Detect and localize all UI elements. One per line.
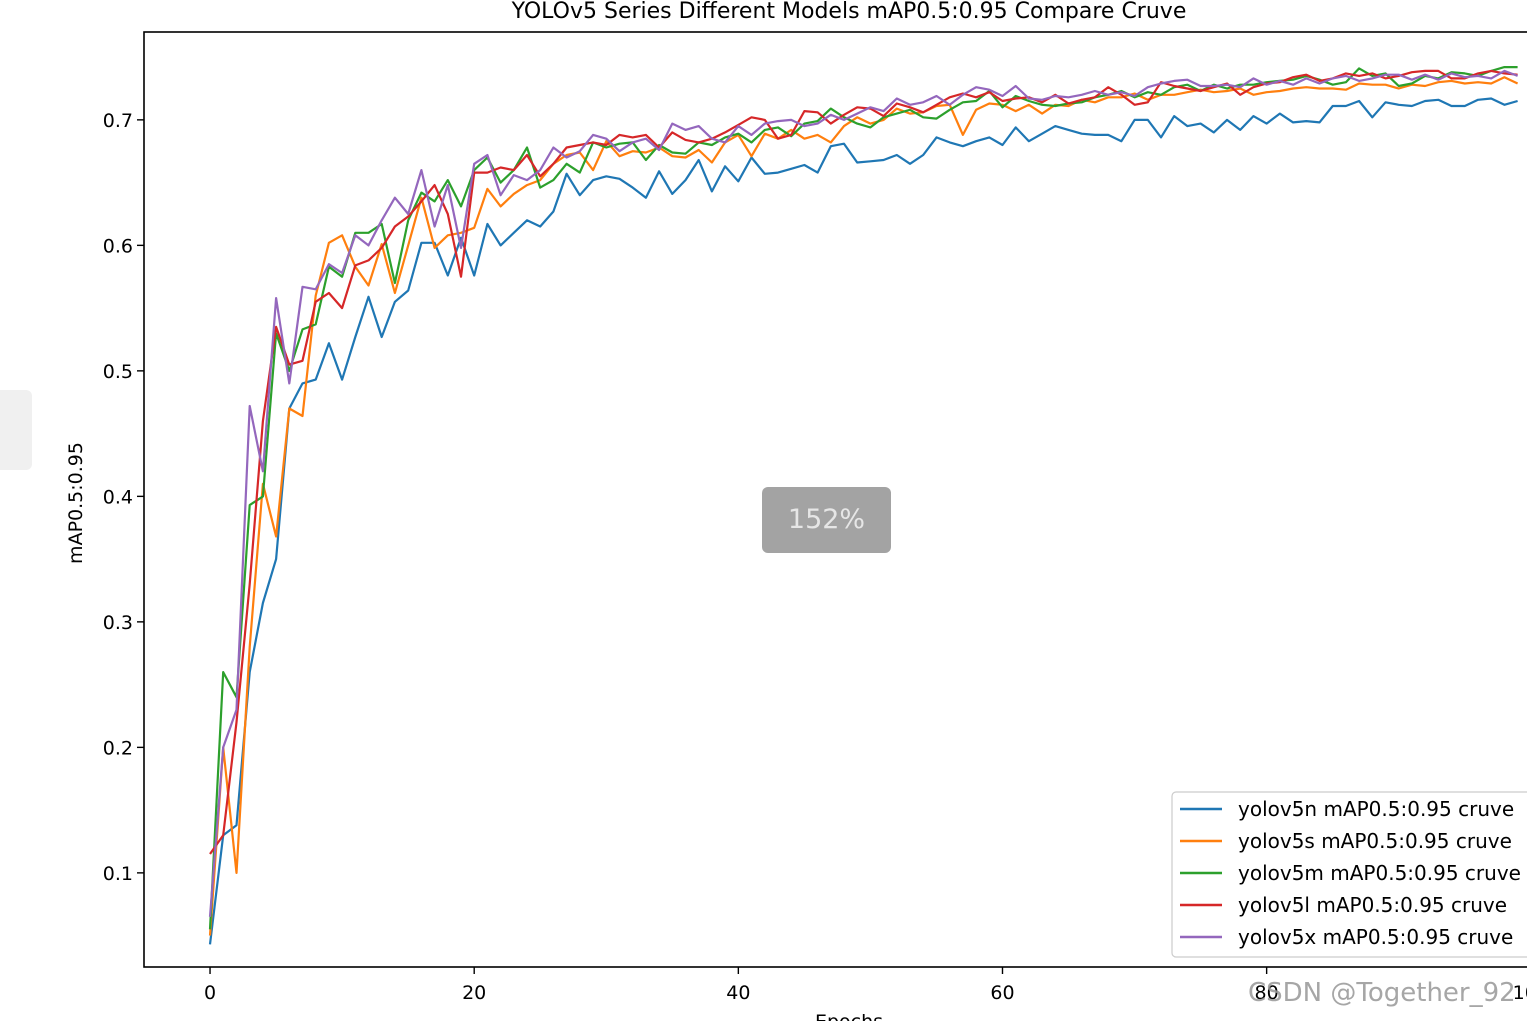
y-axis-label: mAP0.5:0.95: [65, 442, 87, 564]
series-line-5: [208, 69, 1518, 917]
y-tick-label: 0.1: [103, 863, 133, 885]
x-tick-label: 80: [1255, 982, 1279, 1004]
x-tick-label: 100: [1513, 982, 1527, 1004]
legend-label-1: yolov5n mAP0.5:0.95 cruve: [1238, 797, 1514, 821]
series-lines: [208, 65, 1519, 945]
y-axis: 0.1 0.2 0.3 0.4 0.5 0.6 0.7: [103, 110, 144, 885]
plot-area: [143, 31, 1527, 968]
chart-title: YOLOv5 Series Different Models mAP0.5:0.…: [511, 0, 1187, 24]
series-line-1: [208, 97, 1518, 945]
x-tick-label: 0: [204, 982, 216, 1004]
x-tick-label: 60: [990, 982, 1014, 1004]
y-tick-label: 0.4: [103, 486, 133, 508]
y-tick-label: 0.5: [103, 361, 133, 383]
x-axis: 0 20 40 60 80 100: [204, 967, 1527, 1004]
legend-label-5: yolov5x mAP0.5:0.95 cruve: [1238, 925, 1513, 949]
y-tick-label: 0.7: [103, 110, 133, 132]
x-axis-label: Epochs: [815, 1011, 883, 1021]
series-line-2: [208, 76, 1519, 936]
y-tick-label: 0.2: [103, 737, 133, 759]
legend-label-4: yolov5l mAP0.5:0.95 cruve: [1238, 893, 1507, 917]
x-tick-label: 20: [462, 982, 486, 1004]
watermark: CSDN @Together_92: [1248, 978, 1516, 1008]
y-tick-label: 0.3: [103, 612, 133, 634]
y-tick-label: 0.6: [103, 235, 133, 257]
legend-label-2: yolov5s mAP0.5:0.95 cruve: [1238, 829, 1512, 853]
series-line-4: [209, 69, 1518, 855]
side-panel-tab[interactable]: [0, 390, 32, 470]
zoom-level-badge: 152%: [762, 487, 891, 553]
legend-label-3: yolov5m mAP0.5:0.95 cruve: [1238, 861, 1521, 885]
legend: yolov5n mAP0.5:0.95 cruve yolov5s mAP0.5:…: [1171, 791, 1527, 958]
legend-box: [1171, 791, 1527, 958]
x-tick-label: 40: [726, 982, 750, 1004]
